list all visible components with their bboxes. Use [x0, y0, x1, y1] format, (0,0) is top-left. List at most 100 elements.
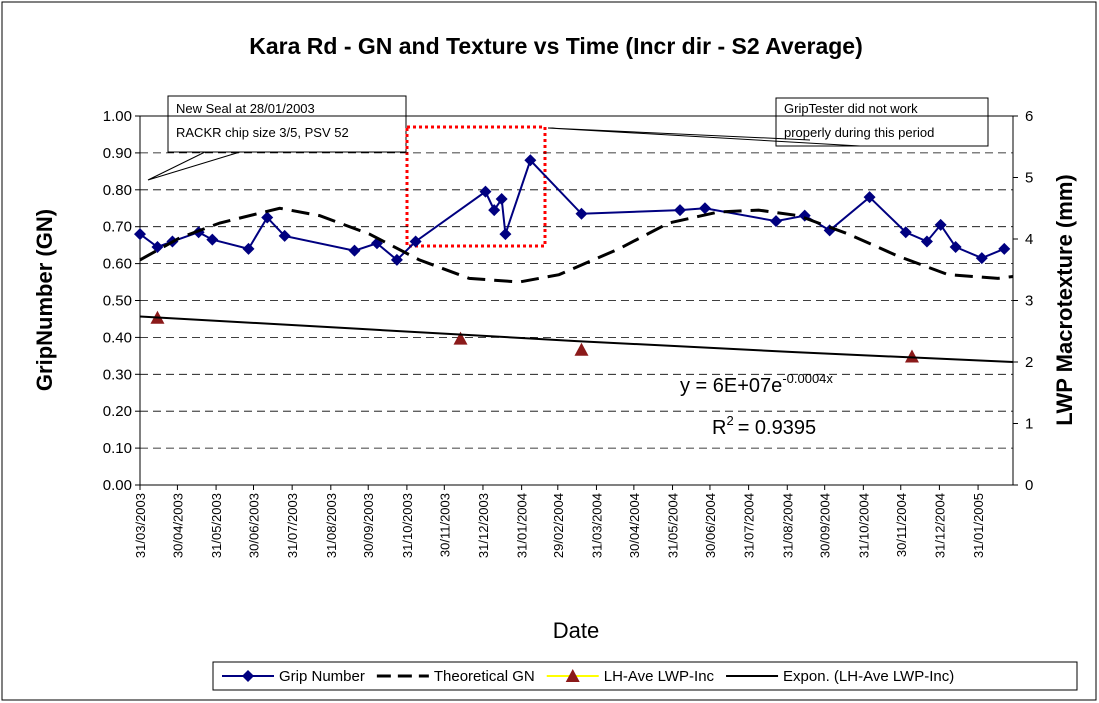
y2-tick-label: 2 [1025, 354, 1033, 371]
data-point [495, 193, 508, 206]
data-point [863, 191, 876, 204]
data-point [904, 349, 919, 363]
data-point [453, 331, 468, 345]
y2-tick-label: 3 [1025, 293, 1033, 310]
legend-label: Theoretical GN [434, 668, 535, 685]
data-point [899, 226, 912, 239]
data-point [348, 244, 361, 257]
equation-base: y = 6E+07e [680, 375, 782, 397]
data-point [479, 185, 492, 198]
x-tick-label: 31/03/2004 [589, 493, 604, 558]
data-point [698, 202, 711, 215]
x-tick-label: 30/09/2004 [818, 493, 833, 558]
x-tick-label: 31/03/2003 [133, 493, 148, 558]
x-tick-label: 31/07/2004 [742, 493, 757, 558]
series-line [139, 315, 1014, 363]
annotation-text: RACKR chip size 3/5, PSV 52 [176, 125, 349, 140]
y2-tick-label: 5 [1025, 170, 1033, 187]
x-tick-label: 30/06/2004 [703, 493, 718, 558]
x-tick-label: 29/02/2004 [551, 493, 566, 558]
annotation-box [167, 95, 407, 153]
data-point [524, 154, 537, 167]
legend [212, 661, 1078, 691]
data-point [151, 240, 164, 253]
x-tick-label: 31/12/2003 [476, 493, 491, 558]
data-point [206, 233, 219, 246]
y2-tick-label: 0 [1025, 477, 1033, 494]
data-point [949, 240, 962, 253]
x-tick-label: 31/08/2004 [780, 493, 795, 558]
equation-exponent: -0.0004x [782, 371, 833, 386]
x-tick-label: 31/08/2003 [324, 493, 339, 558]
data-point [499, 228, 512, 241]
data-point [390, 253, 403, 266]
annotation-text: New Seal at 28/01/2003 [176, 101, 315, 116]
x-tick-label: 30/11/2004 [894, 493, 909, 557]
y2-tick-label: 6 [1025, 108, 1033, 125]
y-tick-label: 0.70 [103, 219, 132, 236]
x-tick-label: 31/10/2004 [856, 493, 871, 558]
legend-marker [242, 670, 254, 682]
x-tick-label: 31/05/2004 [666, 493, 681, 558]
legend-label: Expon. (LH-Ave LWP-Inc) [783, 668, 954, 685]
data-point [134, 228, 146, 241]
data-point [278, 229, 291, 242]
data-point [488, 204, 501, 217]
annotation-text: properly during this period [784, 125, 934, 140]
y2-axis-label: LWP Macrotexture (mm) [1052, 174, 1077, 425]
data-point [770, 215, 783, 228]
data-point [975, 252, 988, 265]
annotation-callout [547, 127, 861, 147]
series-line [139, 206, 1014, 284]
trend-equation: y = 6E+07e-0.0004x [680, 371, 833, 397]
y-tick-label: 0.00 [103, 477, 132, 494]
x-tick-label: 30/09/2003 [361, 493, 376, 558]
data-point [674, 204, 687, 217]
x-tick-label: 31/07/2003 [285, 493, 300, 558]
y2-tick-label: 1 [1025, 416, 1033, 433]
legend-marker [565, 669, 580, 682]
y-tick-label: 0.60 [103, 256, 132, 273]
x-tick-label: 31/05/2003 [209, 493, 224, 558]
y-tick-label: 0.90 [103, 145, 132, 162]
data-point [920, 235, 933, 248]
y2-tick-label: 4 [1025, 231, 1033, 248]
data-point [575, 207, 588, 220]
y-tick-label: 0.40 [103, 329, 132, 346]
plot-frame [139, 115, 1014, 486]
data-point [574, 342, 589, 356]
annotation-text: GripTester did not work [784, 101, 918, 116]
annotation-callout [147, 151, 241, 181]
annotation-box [775, 97, 989, 147]
r-value: = 0.9395 [738, 417, 816, 439]
y-tick-label: 0.80 [103, 182, 132, 199]
x-axis-label: Date [553, 618, 599, 643]
x-tick-label: 30/11/2003 [437, 493, 452, 557]
data-point [409, 235, 422, 248]
x-tick-label: 31/10/2003 [400, 493, 415, 558]
x-tick-label: 30/06/2003 [246, 493, 261, 558]
x-tick-label: 31/01/2004 [515, 493, 530, 558]
y-tick-label: 0.20 [103, 403, 132, 420]
r-symbol: R [712, 417, 726, 439]
y-tick-label: 0.30 [103, 366, 132, 383]
y-tick-label: 0.50 [103, 293, 132, 310]
x-tick-label: 31/01/2005 [971, 493, 986, 558]
highlight-box [405, 125, 547, 248]
data-point [998, 242, 1011, 255]
r-squared: R2 = 0.9395 [712, 413, 816, 439]
data-point [261, 211, 274, 224]
y-axis-label: GripNumber (GN) [32, 209, 57, 391]
x-tick-label: 30/04/2003 [170, 493, 185, 558]
y-tick-label: 1.00 [103, 108, 132, 125]
y-tick-label: 0.10 [103, 440, 132, 457]
chart-title: Kara Rd - GN and Texture vs Time (Incr d… [249, 33, 863, 59]
x-tick-label: 31/12/2004 [932, 493, 947, 558]
data-point [242, 242, 255, 255]
legend-label: LH-Ave LWP-Inc [604, 668, 715, 685]
r-power: 2 [726, 413, 733, 428]
data-point [934, 218, 947, 231]
legend-label: Grip Number [279, 668, 365, 685]
x-tick-label: 30/04/2004 [627, 493, 642, 558]
